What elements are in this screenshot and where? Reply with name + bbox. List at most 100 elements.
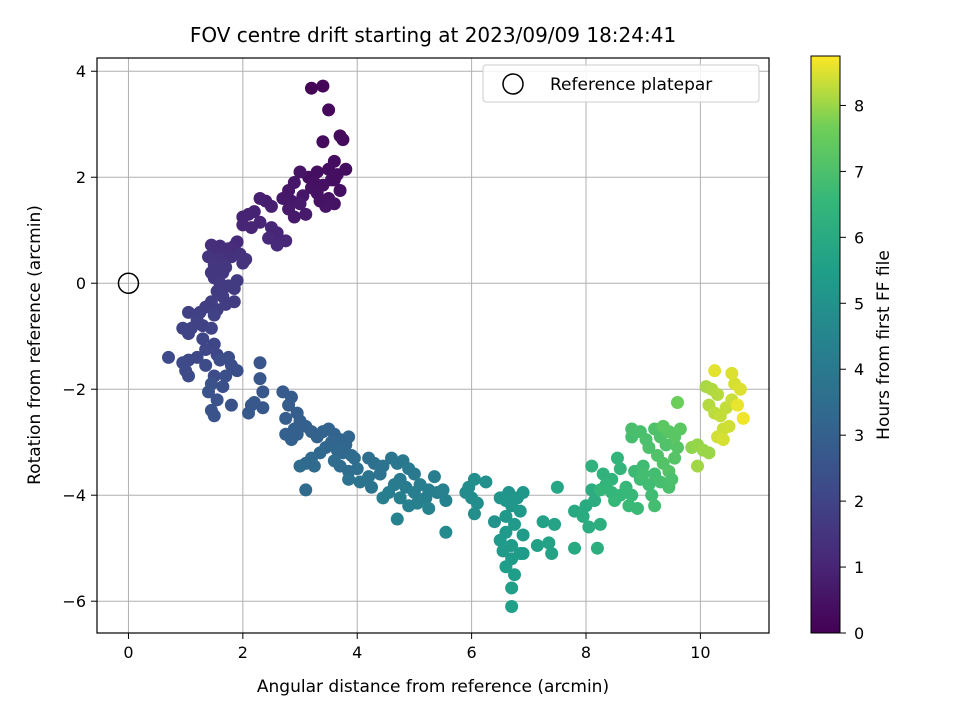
scatter-point <box>204 321 218 335</box>
scatter-point <box>665 472 679 486</box>
scatter-point <box>293 197 307 211</box>
scatter-point <box>313 194 327 208</box>
colorbar-tick-label: 5 <box>854 294 864 313</box>
y-tick-label: 2 <box>76 168 86 187</box>
legend-entry-label: Reference platepar <box>550 75 712 95</box>
scatter-point <box>202 385 216 399</box>
scatter-point <box>516 486 530 500</box>
scatter-point <box>731 398 745 412</box>
scatter-point <box>216 380 230 394</box>
scatter-point <box>496 544 510 558</box>
scatter-point <box>588 494 602 508</box>
scatter-point <box>439 494 453 508</box>
scatter-point <box>507 517 521 531</box>
scatter-point <box>316 79 330 93</box>
scatter-point <box>307 459 321 473</box>
x-axis-label: Angular distance from reference (arcmin) <box>257 677 609 697</box>
scatter-point <box>656 419 670 433</box>
scatter-point <box>568 541 582 555</box>
scatter-point <box>342 430 356 444</box>
y-tick-label: −2 <box>62 380 86 399</box>
scatter-point <box>608 494 622 508</box>
scatter-point <box>550 480 564 494</box>
scatter-point <box>327 173 341 187</box>
scatter-point <box>636 467 650 481</box>
scatter-point <box>182 305 196 319</box>
scatter-point <box>590 541 604 555</box>
colorbar-tick-label: 4 <box>854 360 864 379</box>
scatter-point <box>487 515 501 529</box>
scatter-point <box>244 398 258 412</box>
scatter-point <box>467 507 481 521</box>
scatter-point <box>256 401 270 415</box>
scatter-point <box>736 411 750 425</box>
x-tick-label: 4 <box>352 643 362 662</box>
scatter-point <box>270 238 284 252</box>
scatter-point <box>353 475 367 489</box>
chart-title: FOV centre drift starting at 2023/09/09 … <box>190 23 676 47</box>
scatter-point <box>347 451 361 465</box>
scatter-point <box>182 327 196 341</box>
scatter-point <box>342 472 356 486</box>
scatter-point <box>645 488 659 502</box>
scatter-point <box>393 491 407 505</box>
scatter-point <box>316 135 330 149</box>
scatter-point <box>516 547 530 561</box>
scatter-point <box>210 393 224 407</box>
scatter-point <box>196 332 210 346</box>
scatter-point <box>670 395 684 409</box>
colorbar <box>810 55 841 634</box>
colorbar-tick-label: 6 <box>854 228 864 247</box>
scatter-point <box>733 382 747 396</box>
scatter-point <box>507 568 521 582</box>
scatter-point <box>548 517 562 531</box>
scatter-point <box>505 581 519 595</box>
plot-area <box>97 58 769 633</box>
scatter-points <box>161 79 750 614</box>
scatter-point <box>264 199 278 213</box>
y-tick-label: 4 <box>76 62 86 81</box>
scatter-point <box>576 509 590 523</box>
colorbar-tick-label: 8 <box>854 96 864 115</box>
scatter-point <box>373 467 387 481</box>
scatter-point <box>593 517 607 531</box>
grid <box>97 58 769 633</box>
legend: Reference platepar <box>482 64 760 103</box>
x-tick-label: 8 <box>581 643 591 662</box>
y-tick-label: −6 <box>62 592 86 611</box>
x-axis-ticks: 0 2 4 6 8 10 <box>123 633 711 662</box>
scatter-point <box>659 438 673 452</box>
scatter-point <box>427 470 441 484</box>
scatter-point <box>322 103 336 117</box>
scatter-point <box>224 398 238 412</box>
scatter-point <box>236 218 250 232</box>
scatter-point <box>691 459 705 473</box>
colorbar-label: Hours from first FF file <box>874 250 894 440</box>
scatter-point <box>702 446 716 460</box>
scatter-point <box>467 472 481 486</box>
y-axis-label: Rotation from reference (arcmin) <box>25 205 45 485</box>
scatter-point <box>299 483 313 497</box>
scatter-point <box>253 191 267 205</box>
scatter-point <box>236 256 250 270</box>
scatter-point <box>256 385 270 399</box>
legend-marker-icon <box>502 73 524 95</box>
scatter-point <box>279 411 293 425</box>
scatter-point <box>402 499 416 513</box>
scatter-point <box>499 494 513 508</box>
colorbar-ticks: 0 1 2 3 4 5 6 7 8 <box>840 96 864 643</box>
scatter-point <box>161 350 175 364</box>
colorbar-tick-label: 7 <box>854 162 864 181</box>
scatter-point <box>642 478 656 492</box>
y-tick-label: 0 <box>76 274 86 293</box>
scatter-point <box>439 525 453 539</box>
x-tick-label: 10 <box>690 643 710 662</box>
scatter-point <box>284 433 298 447</box>
scatter-point <box>299 207 313 221</box>
scatter-point <box>505 600 519 614</box>
plot-frame <box>96 57 770 634</box>
scatter-point <box>333 183 347 197</box>
scatter-point <box>711 388 725 402</box>
y-axis-ticks: −6 −4 −2 0 2 4 <box>62 62 97 611</box>
scatter-point <box>493 533 507 547</box>
